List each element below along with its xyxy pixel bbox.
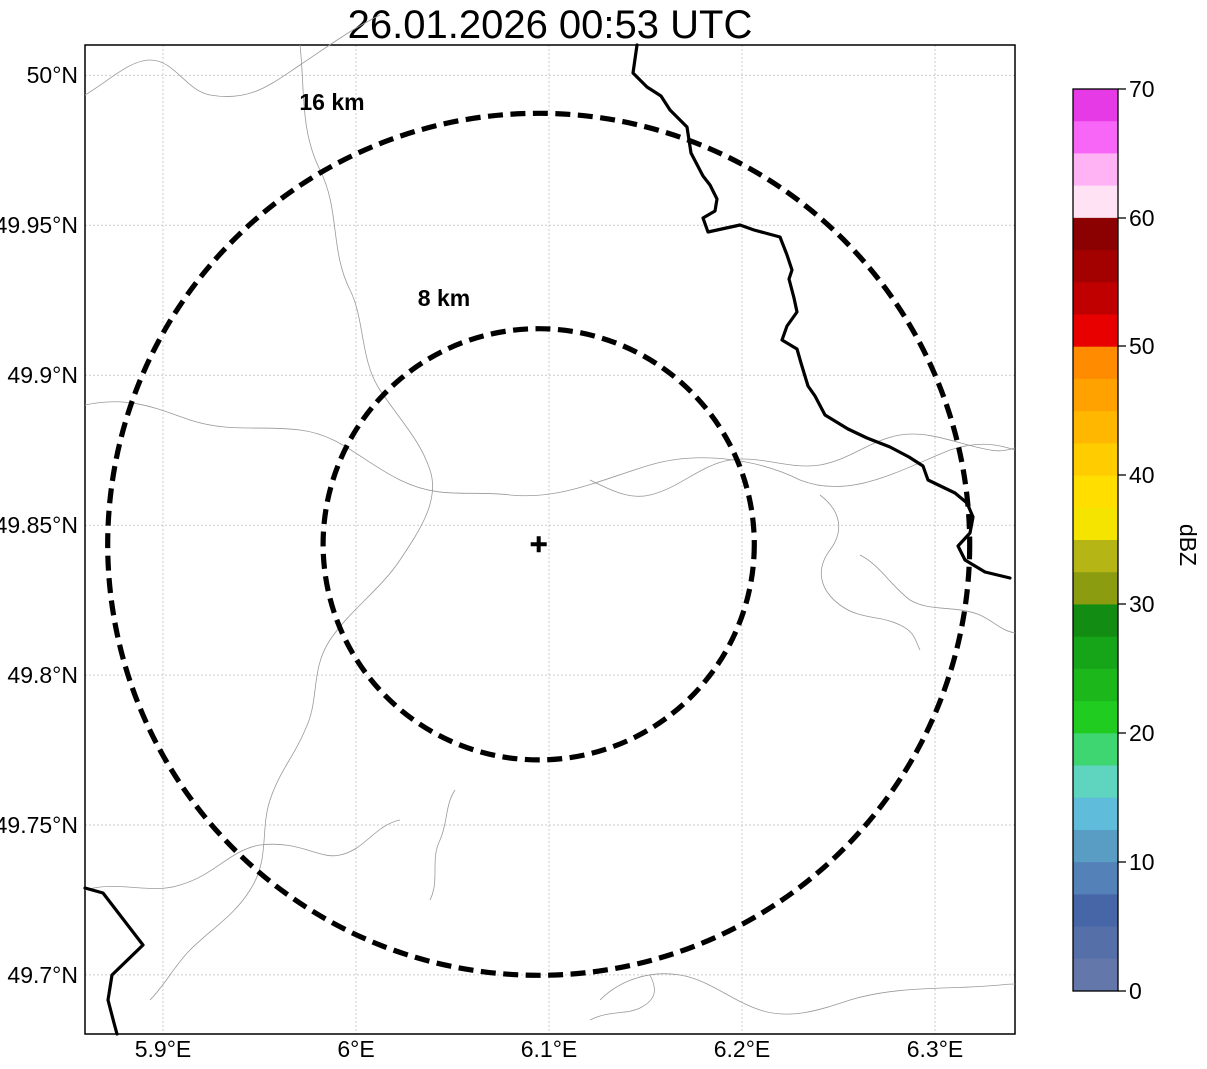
svg-text:6.1°E: 6.1°E [521,1036,578,1062]
svg-text:10: 10 [1129,849,1155,875]
svg-text:40: 40 [1129,462,1155,488]
svg-text:49.7°N: 49.7°N [7,962,78,988]
svg-text:50: 50 [1129,333,1155,359]
svg-text:49.9°N: 49.9°N [7,362,78,388]
svg-text:6.3°E: 6.3°E [907,1036,964,1062]
svg-text:20: 20 [1129,720,1155,746]
svg-text:dBZ: dBZ [1175,524,1201,566]
svg-text:49.85°N: 49.85°N [0,512,78,538]
svg-text:70: 70 [1129,76,1155,102]
svg-text:26.01.2026 00:53 UTC: 26.01.2026 00:53 UTC [348,3,753,47]
svg-text:30: 30 [1129,591,1155,617]
svg-text:49.8°N: 49.8°N [7,662,78,688]
svg-text:49.95°N: 49.95°N [0,212,78,238]
svg-text:60: 60 [1129,205,1155,231]
svg-text:5.9°E: 5.9°E [135,1036,192,1062]
svg-text:50°N: 50°N [27,62,78,88]
svg-text:16 km: 16 km [299,89,364,115]
svg-text:8 km: 8 km [418,285,470,311]
svg-text:49.75°N: 49.75°N [0,812,78,838]
svg-text:6.2°E: 6.2°E [714,1036,771,1062]
svg-text:0: 0 [1129,978,1142,1004]
svg-text:6°E: 6°E [337,1036,374,1062]
